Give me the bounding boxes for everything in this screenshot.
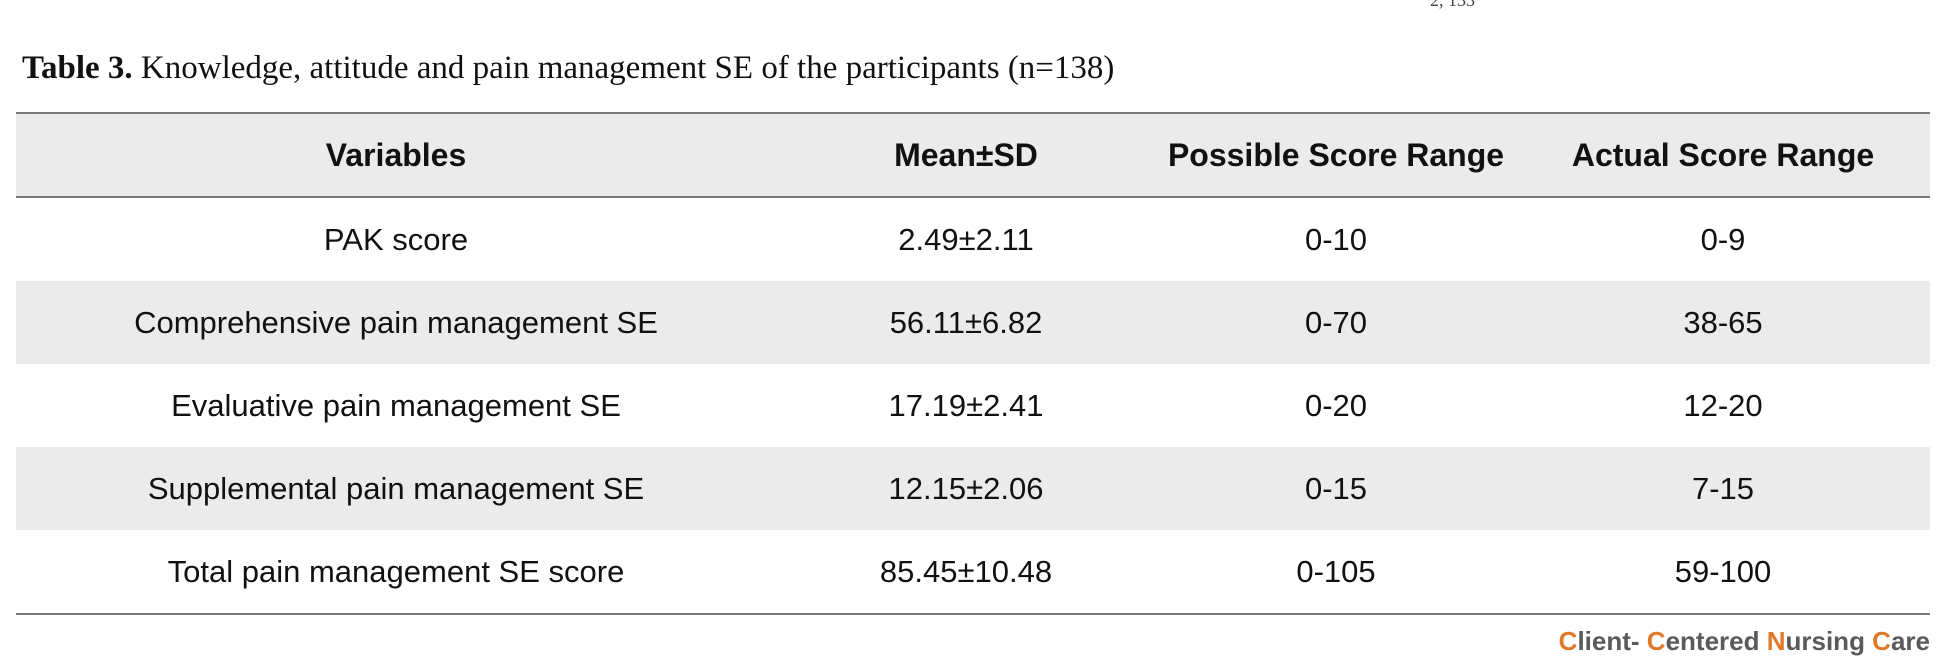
brand-word-nursing: ursing [1785, 626, 1873, 656]
brand-initial-c: C [1558, 626, 1578, 656]
table-row: PAK score 2.49±2.11 0-10 0-9 [16, 198, 1930, 281]
brand-initial-c: C [1872, 626, 1891, 656]
possible-range-cell: 0-20 [1304, 387, 1368, 423]
journal-brand-logo: Client- Centered Nursing Care [1559, 626, 1930, 657]
results-table: Variables Mean±SD Possible Score Range A… [16, 112, 1930, 615]
actual-range-cell: 59-100 [1674, 553, 1772, 589]
variable-cell: Evaluative pain management SE [171, 387, 621, 423]
column-header-variables: Variables [325, 136, 467, 173]
actual-range-cell: 7-15 [1691, 470, 1755, 506]
brand-initial-n: N [1766, 626, 1786, 656]
table-caption: Table 3. Knowledge, attitude and pain ma… [22, 50, 1114, 87]
mean-sd-cell: 85.45±10.48 [879, 553, 1053, 589]
brand-word-client: lient- [1577, 626, 1647, 656]
possible-range-cell: 0-70 [1304, 304, 1368, 340]
table-caption-text: Knowledge, attitude and pain management … [132, 50, 1115, 86]
actual-range-cell: 12-20 [1683, 387, 1763, 423]
variable-cell: Total pain management SE score [167, 553, 625, 589]
possible-range-cell: 0-10 [1304, 221, 1368, 257]
table-row: Supplemental pain management SE 12.15±2.… [16, 447, 1930, 530]
variable-cell: Comprehensive pain management SE [134, 304, 658, 340]
brand-initial-c: C [1646, 626, 1666, 656]
column-header-actual-range: Actual Score Range [1571, 136, 1875, 173]
column-header-possible-range: Possible Score Range [1167, 136, 1505, 173]
brand-word-centered: entered [1665, 626, 1767, 656]
table-caption-label: Table 3. [22, 50, 133, 86]
mean-sd-cell: 17.19±2.41 [888, 387, 1044, 423]
table-header-row: Variables Mean±SD Possible Score Range A… [16, 114, 1930, 198]
column-header-mean-sd: Mean±SD [894, 136, 1038, 173]
mean-sd-cell: 56.11±6.82 [889, 304, 1043, 340]
actual-range-cell: 38-65 [1683, 304, 1763, 340]
mean-sd-cell: 2.49±2.11 [898, 221, 1034, 257]
actual-range-cell: 0-9 [1700, 221, 1746, 257]
possible-range-cell: 0-15 [1304, 470, 1368, 506]
table-row: Evaluative pain management SE 17.19±2.41… [16, 364, 1930, 447]
mean-sd-cell: 12.15±2.06 [888, 470, 1044, 506]
variable-cell: PAK score [323, 221, 469, 257]
brand-word-care: are [1890, 626, 1930, 656]
possible-range-cell: 0-105 [1296, 553, 1376, 589]
table-row: Comprehensive pain management SE 56.11±6… [16, 281, 1930, 364]
clipped-text-fragment: 2, 133 [1430, 0, 1475, 10]
variable-cell: Supplemental pain management SE [147, 470, 645, 506]
table-row: Total pain management SE score 85.45±10.… [16, 530, 1930, 613]
